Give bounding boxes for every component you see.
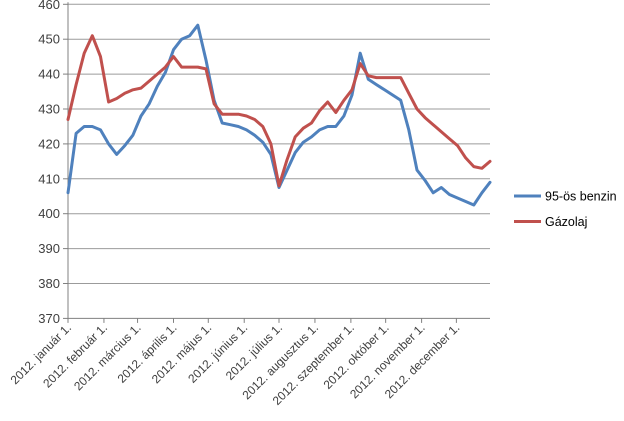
- y-axis-label: 400: [38, 206, 60, 221]
- y-axis-label: 420: [38, 136, 60, 151]
- y-axis-label: 440: [38, 67, 60, 82]
- y-axis-label: 390: [38, 241, 60, 256]
- x-axis-label: 2012. január 1.: [8, 321, 75, 388]
- series-line-gazolaj: [66, 34, 492, 188]
- legend-label-gazolaj: Gázolaj: [545, 215, 587, 229]
- y-axis-label: 430: [38, 102, 60, 117]
- y-axis-label: 370: [38, 311, 60, 326]
- y-axis-label: 450: [38, 32, 60, 47]
- legend-label-benzin: 95-ös benzin: [545, 190, 617, 204]
- series-line-benzin: [66, 23, 492, 207]
- y-axis-label: 380: [38, 276, 60, 291]
- y-axis-label: 460: [38, 0, 60, 12]
- y-axis-label: 410: [38, 171, 60, 186]
